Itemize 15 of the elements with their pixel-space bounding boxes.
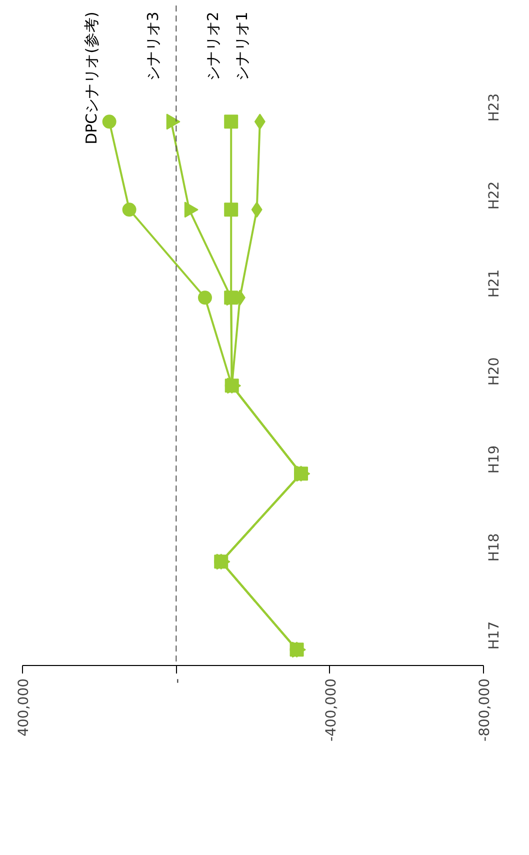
x-tick-label: 400,000 (16, 678, 32, 736)
x-tick-label: -400,000 (323, 678, 340, 742)
text: シナリオ3 (144, 12, 162, 82)
text: DPCシナリオ(参考) (82, 12, 100, 144)
text: シナリオ2 (204, 12, 222, 82)
text: シナリオ1 (232, 12, 251, 82)
y-tick-label: H18 (486, 533, 502, 562)
x-tick-label: - (170, 678, 186, 684)
y-tick-label: H17 (486, 621, 502, 650)
y-tick-label: H23 (486, 93, 502, 122)
y-tick-label: H22 (486, 181, 502, 210)
x-tick-label: -800,000 (477, 678, 493, 742)
y-tick-label: H19 (486, 445, 502, 474)
y-tick-label: H20 (486, 357, 502, 386)
y-tick-label: H21 (486, 269, 502, 298)
